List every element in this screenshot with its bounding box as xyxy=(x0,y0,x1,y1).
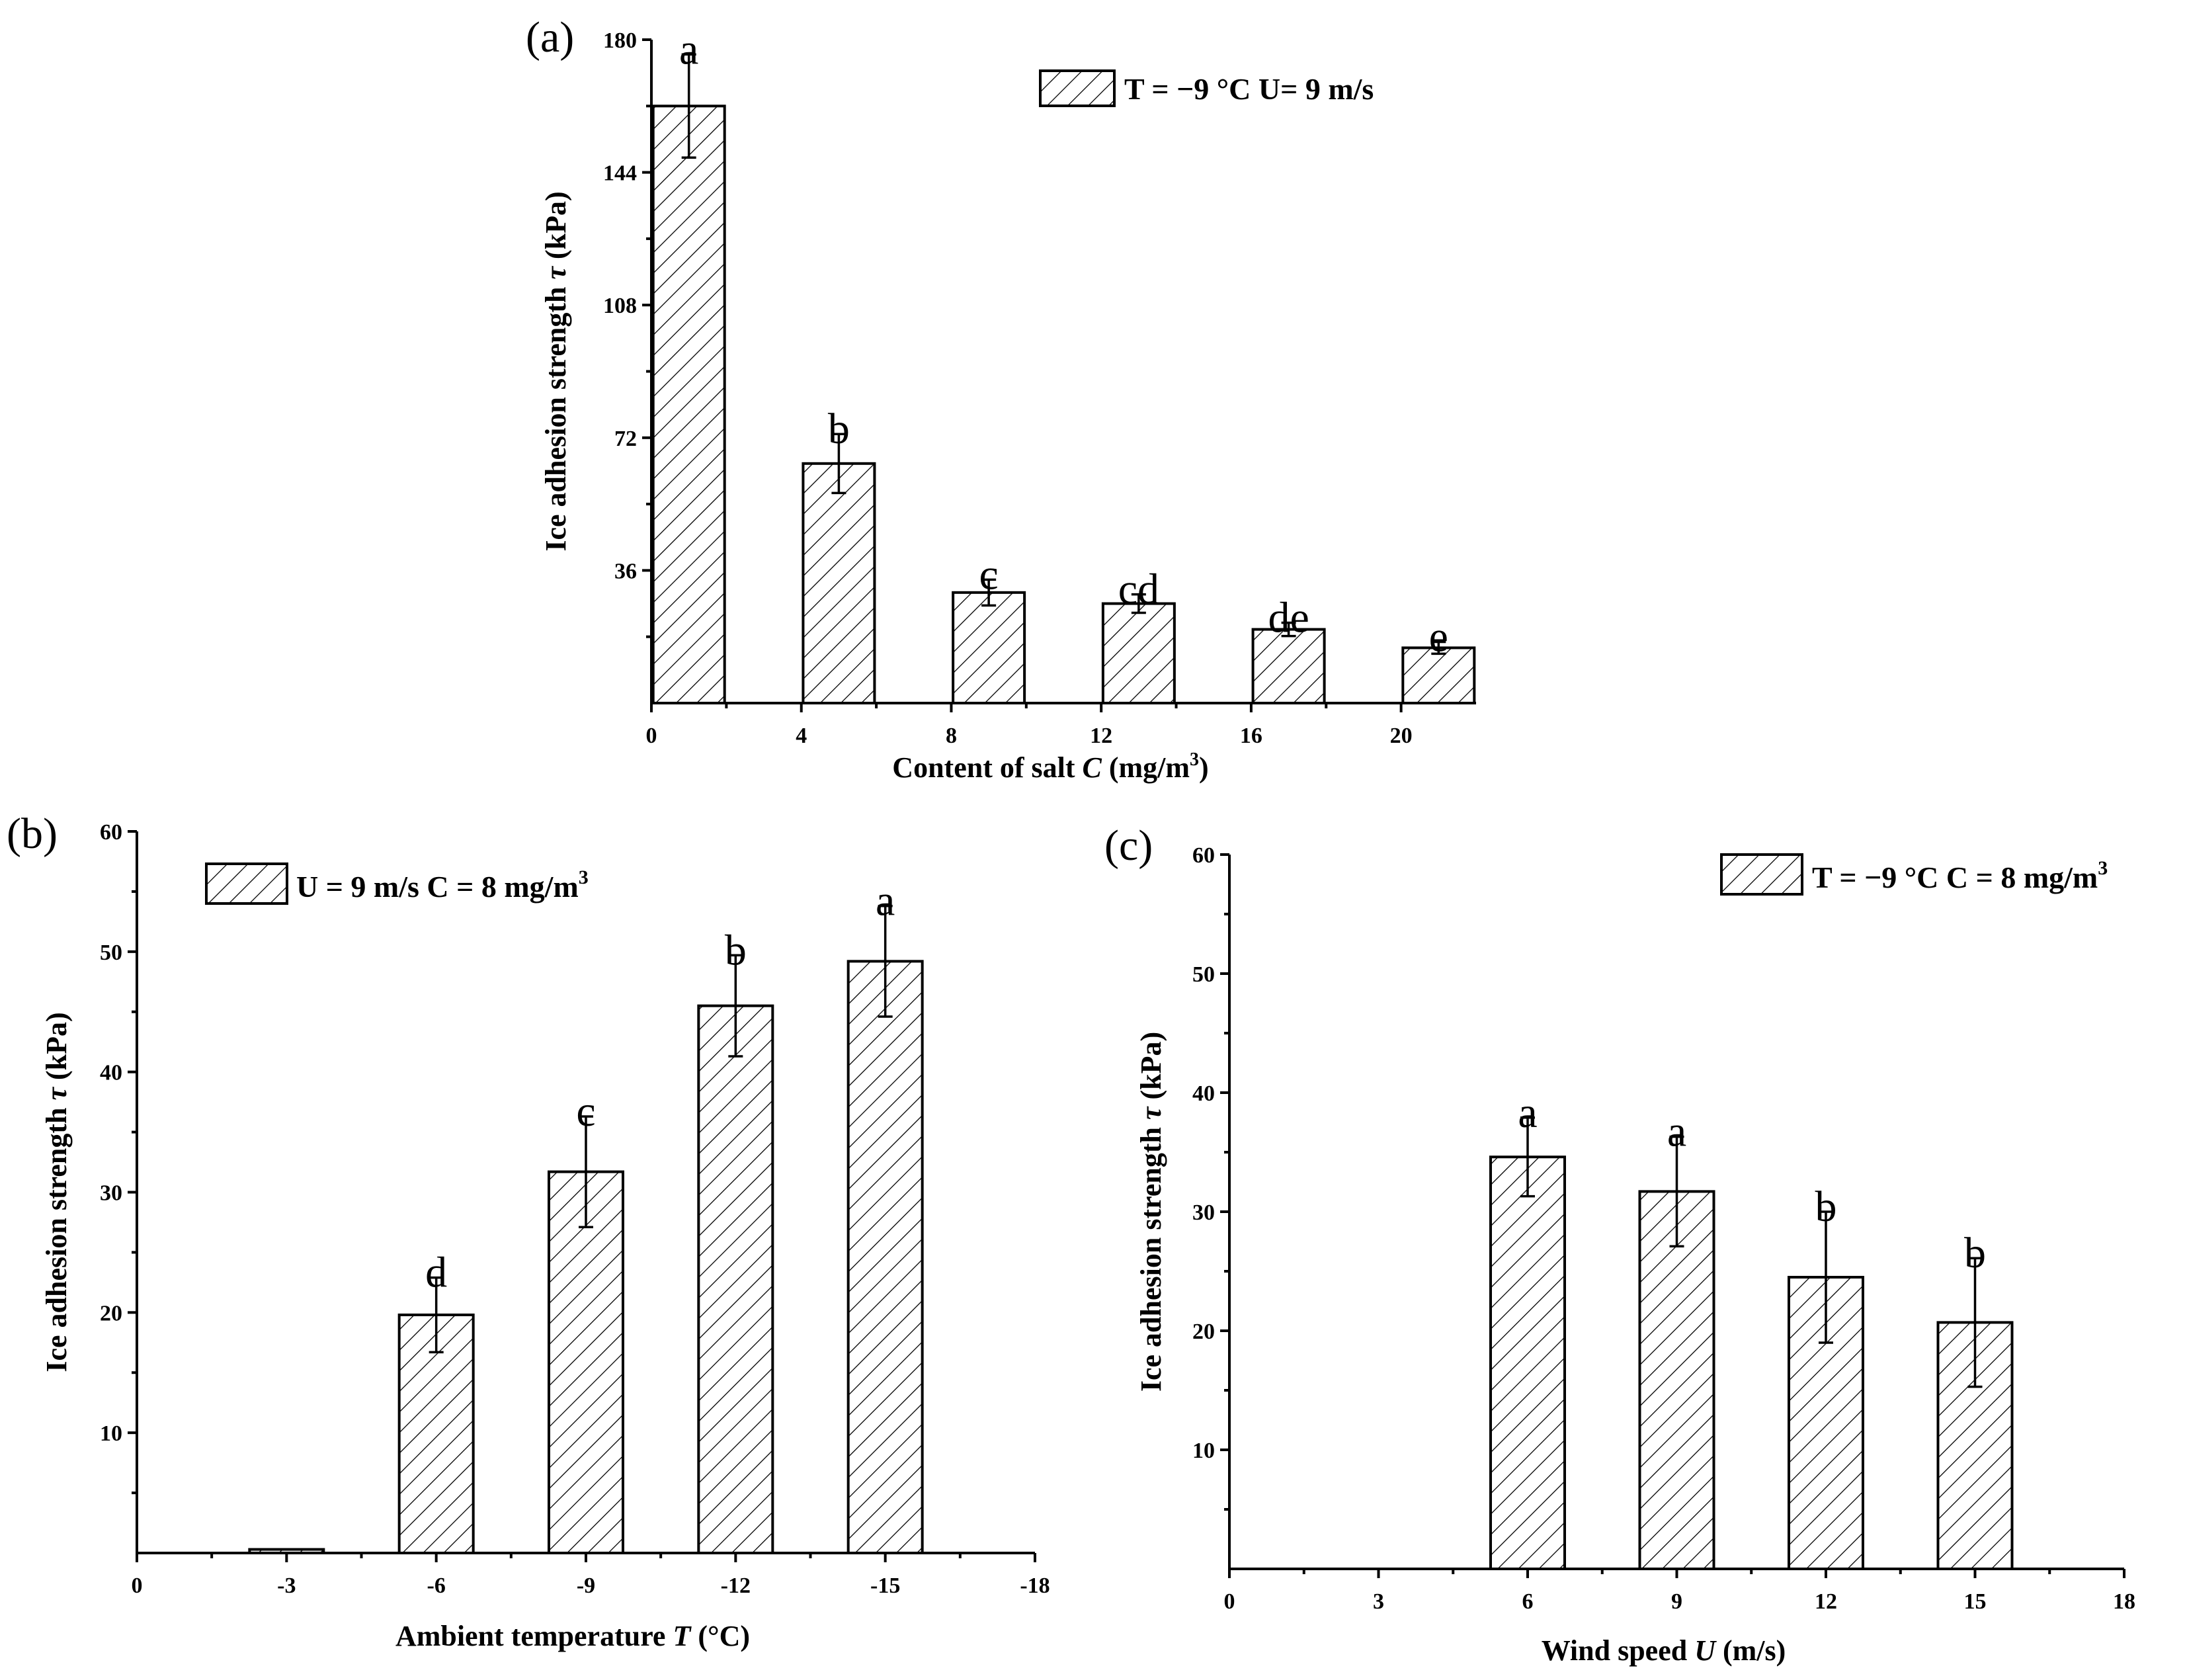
y-tick-label: 10 xyxy=(1192,1439,1215,1463)
bar-0 xyxy=(651,105,726,705)
x-tick-label: 18 xyxy=(2113,1589,2135,1614)
y-tick-label: 60 xyxy=(1192,843,1215,868)
y-tick-label: 36 xyxy=(614,559,637,583)
bar-neg9 xyxy=(548,1170,624,1555)
bar-12 xyxy=(1101,602,1176,704)
significance-label: b xyxy=(1815,1183,1837,1231)
legend-swatch xyxy=(1039,69,1116,107)
x-tick-label: 3 xyxy=(1373,1589,1384,1614)
y-tick-label: 10 xyxy=(100,1421,122,1446)
y-axis-title: Ice adhesion strength τ (kPa) xyxy=(540,191,572,551)
y-tick-label: 50 xyxy=(100,941,122,965)
significance-label: a xyxy=(1518,1089,1537,1137)
x-tick-label: -3 xyxy=(277,1574,296,1598)
y-tick-label: 40 xyxy=(1192,1081,1215,1106)
y-tick-label: 30 xyxy=(100,1181,122,1206)
bar-neg6 xyxy=(397,1313,475,1554)
x-tick-label: 9 xyxy=(1671,1589,1682,1614)
bar-9 xyxy=(1638,1190,1715,1570)
panel-a: 0 4 8 12 16 20 36 72 108 144 180 a b c cd de e (a) T = −9 … xyxy=(526,13,1476,784)
x-tick-label: -12 xyxy=(721,1574,751,1598)
y-tick-label: 72 xyxy=(614,427,637,451)
bar-20 xyxy=(1401,646,1476,705)
significance-label: cd xyxy=(1118,566,1159,614)
y-tick-label: 144 xyxy=(603,161,637,186)
x-tick-label: 12 xyxy=(1090,724,1112,748)
x-axis-title: Content of salt C (mg/m3) xyxy=(892,749,1208,784)
x-tick-label: 12 xyxy=(1815,1589,1837,1614)
panel-c: 0 3 6 9 12 15 18 10 20 30 40 50 60 a a b b (c) T = −9 °C C… xyxy=(1104,821,2135,1667)
panel-tag: (c) xyxy=(1104,821,1153,870)
x-tick-label: -15 xyxy=(870,1574,900,1598)
legend-text: U = 9 m/s C = 8 mg/m3 xyxy=(296,866,589,903)
panel-b: 0 -3 -6 -9 -12 -15 -18 10 20 30 40 50 60 d c b a (b) U = 9… xyxy=(7,810,1050,1652)
y-tick-label: 60 xyxy=(100,820,122,845)
y-tick-label: 20 xyxy=(100,1301,122,1325)
significance-label: e xyxy=(1429,613,1448,661)
x-tick-label: 4 xyxy=(796,724,807,748)
x-tick-label: -9 xyxy=(577,1574,595,1598)
bar-4 xyxy=(802,462,876,704)
x-tick-label: -6 xyxy=(427,1574,446,1598)
legend-swatch xyxy=(205,862,288,905)
bar-neg3 xyxy=(248,1548,325,1554)
x-axis-title: Wind speed U (m/s) xyxy=(1542,1634,1786,1667)
x-tick-label: 6 xyxy=(1522,1589,1534,1614)
bar-6 xyxy=(1489,1155,1566,1570)
significance-label: c xyxy=(576,1087,595,1136)
x-tick-label: 8 xyxy=(946,724,957,748)
significance-label: a xyxy=(679,25,698,73)
significance-label: a xyxy=(876,877,895,925)
x-tick-label: -18 xyxy=(1020,1574,1050,1598)
y-axis-title: Ice adhesion strength τ (kPa) xyxy=(1135,1032,1167,1392)
significance-label: a xyxy=(1667,1108,1686,1156)
legend-swatch xyxy=(1720,853,1803,896)
y-axis-title: Ice adhesion strength τ (kPa) xyxy=(40,1012,73,1372)
x-tick-label: 0 xyxy=(646,724,657,748)
legend-text: T = −9 °C U= 9 m/s xyxy=(1124,72,1374,106)
panel-tag: (a) xyxy=(526,13,574,62)
significance-label: c xyxy=(979,550,998,599)
bar-neg12 xyxy=(697,1004,774,1554)
bar-8 xyxy=(952,591,1026,704)
bar-neg15 xyxy=(846,960,924,1554)
x-axis-title: Ambient temperature T (°C) xyxy=(395,1620,750,1652)
x-tick-label: 20 xyxy=(1390,724,1413,748)
significance-label: b xyxy=(828,405,850,453)
significance-label: d xyxy=(425,1249,447,1297)
y-tick-label: 50 xyxy=(1192,962,1215,987)
significance-label: b xyxy=(725,926,747,974)
x-tick-label: 0 xyxy=(132,1574,143,1598)
y-tick-label: 30 xyxy=(1192,1200,1215,1225)
y-tick-label: 108 xyxy=(603,294,637,318)
legend-text: T = −9 °C C = 8 mg/m3 xyxy=(1812,857,2108,894)
x-tick-label: 0 xyxy=(1224,1589,1235,1614)
x-tick-label: 16 xyxy=(1240,724,1262,748)
y-tick-label: 180 xyxy=(603,28,637,53)
significance-label: b xyxy=(1964,1229,1986,1277)
panel-tag: (b) xyxy=(7,810,58,858)
x-tick-label: 15 xyxy=(1964,1589,1987,1614)
significance-label: de xyxy=(1268,594,1309,642)
y-tick-label: 20 xyxy=(1192,1320,1215,1344)
y-tick-label: 40 xyxy=(100,1061,122,1085)
